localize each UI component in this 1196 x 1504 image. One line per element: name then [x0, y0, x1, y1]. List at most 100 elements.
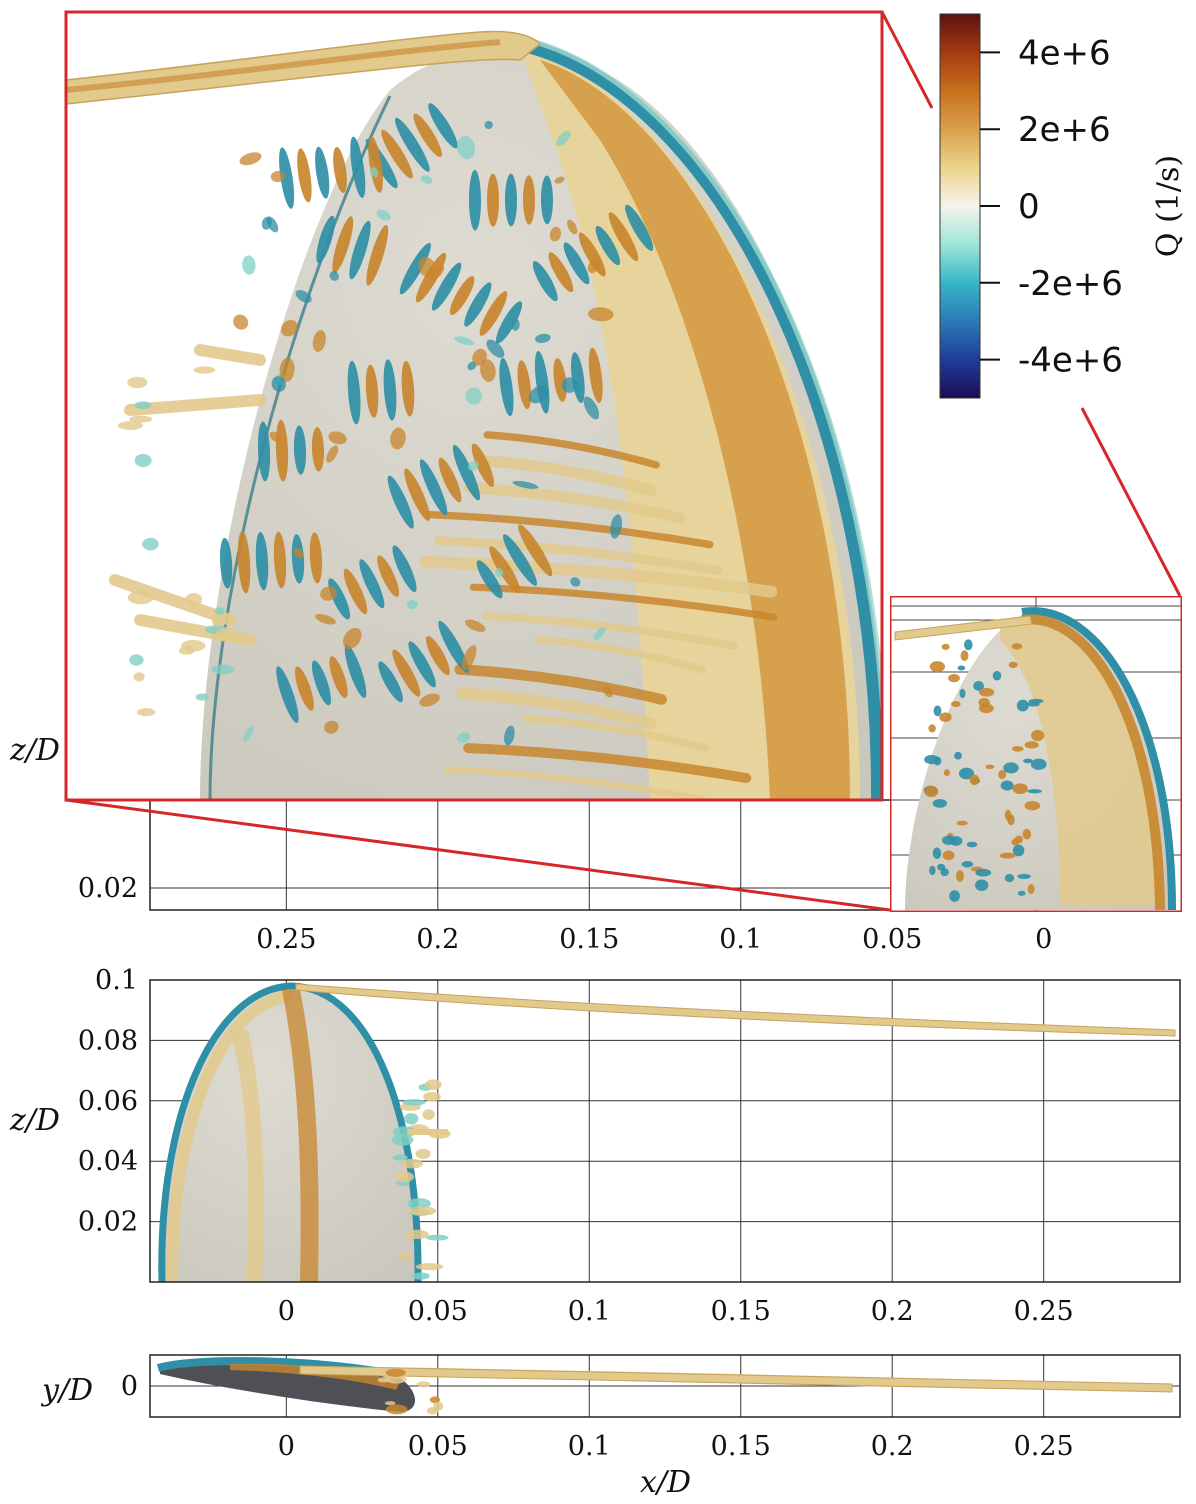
- vortex-fragment: [312, 330, 326, 352]
- blade-view-cell: [1027, 884, 1035, 894]
- vortex-fragment: [486, 339, 505, 358]
- zoom-connector-top: [880, 11, 934, 109]
- vortex-fragment: [528, 385, 549, 404]
- blade-view-cell: [1024, 800, 1041, 811]
- shed-vortex: [124, 394, 266, 416]
- blade-view-cell: [1017, 873, 1031, 879]
- y-tick-label: 0: [121, 1371, 138, 1402]
- vortex-fragment: [326, 445, 339, 463]
- blade-view-cell: [998, 769, 1007, 780]
- vortex-fragment: [430, 265, 445, 280]
- x-tick-label: 0.05: [408, 1296, 468, 1327]
- shed-fragment: [142, 537, 159, 551]
- vortex-band: [595, 225, 621, 266]
- blade-view-cell: [978, 687, 995, 697]
- trailing-structure: [415, 1263, 444, 1271]
- bottom-panel-ylabel: y/D: [40, 1373, 93, 1408]
- middle-blade-edge-inner: [165, 990, 293, 1282]
- blade-view-cell: [933, 705, 942, 717]
- vortex-fragment: [561, 377, 578, 393]
- shed-fragment: [136, 708, 156, 717]
- shed-fragment: [134, 453, 152, 468]
- vortex-fragment: [315, 613, 336, 625]
- trailing-structure: [403, 1113, 419, 1125]
- vortex-fragment: [243, 725, 254, 743]
- blade-view-cell: [1012, 783, 1028, 795]
- middle-panel-ylabel: z/D: [9, 1103, 60, 1138]
- trailing-structure: [433, 1401, 444, 1411]
- vortex-fragment: [465, 387, 483, 405]
- blade-view-cell: [1022, 828, 1032, 840]
- zoom-connector-bottom: [65, 798, 891, 912]
- vortex-band: [413, 113, 442, 157]
- blade-view-cell: [950, 701, 961, 708]
- vortex-fragment: [295, 290, 312, 303]
- wall-streak: [534, 636, 707, 674]
- vortex-fragment: [328, 431, 347, 445]
- vortex-fragment: [556, 130, 571, 147]
- trailing-structure: [424, 1079, 442, 1090]
- shed-fragment: [211, 614, 224, 627]
- trailing-structure: [422, 1109, 435, 1120]
- colorbar-tick-label: 2e+6: [1018, 110, 1111, 150]
- vortex-fragment: [587, 307, 614, 322]
- shed-fragment: [185, 592, 203, 607]
- blade-view-cell: [1004, 874, 1015, 883]
- vortex-fragment: [369, 167, 379, 178]
- vortex-band: [359, 559, 385, 609]
- vortex-band: [489, 546, 521, 593]
- vortex-fragment: [390, 427, 406, 450]
- vortex-cluster: [316, 215, 389, 286]
- x-tick-label: 0.2: [416, 924, 459, 955]
- blade-view-cell: [941, 643, 950, 650]
- vortex-fragment: [233, 314, 249, 330]
- wall-streak: [434, 536, 723, 576]
- colorbar-tick-label: 4e+6: [1018, 33, 1111, 73]
- trailing-structure: [407, 1198, 431, 1209]
- trailing-structure: [394, 1171, 414, 1183]
- blade-view-cell: [1008, 661, 1018, 669]
- vortex-fragment: [511, 318, 520, 331]
- vortex-band: [366, 224, 389, 286]
- middle-trailing-edge-structures: [391, 1079, 451, 1280]
- blade-view-cell: [929, 865, 936, 876]
- vortex-fragment: [454, 336, 475, 346]
- blade-view-cell: [961, 861, 974, 868]
- vortex-band: [273, 531, 287, 589]
- vortex-band: [486, 173, 500, 227]
- top-panel-ylabel: z/D: [9, 733, 60, 768]
- trailing-structure: [385, 1404, 408, 1415]
- top-panel: 0.25 0.2 0.15 0.1 0.05 0 0.02 z/D: [9, 733, 1181, 955]
- middle-blade-midchord-streak: [282, 990, 319, 1282]
- blade-view-cell: [924, 785, 939, 798]
- vortex-band: [378, 661, 403, 703]
- vortex-band: [332, 216, 354, 274]
- shed-fragment: [129, 415, 153, 423]
- vortex-band: [425, 636, 450, 676]
- vortex-band: [279, 147, 295, 209]
- vortex-band: [625, 204, 654, 251]
- colorbar-tick-label: -4e+6: [1018, 341, 1123, 381]
- vortex-band: [392, 545, 417, 593]
- vortex-band: [344, 644, 367, 699]
- vortex-band: [381, 129, 413, 179]
- blade-view-cell: [975, 868, 992, 877]
- top-blade-vortex-cells: [923, 639, 1047, 902]
- blade-view-cell: [1017, 890, 1026, 896]
- blade-view-cell: [1026, 701, 1040, 707]
- vortex-band: [499, 357, 514, 417]
- vortex-fragment: [329, 271, 339, 281]
- colorbar-tick-label: 0: [1018, 187, 1040, 227]
- wall-streak: [425, 510, 714, 549]
- shed-fragment: [193, 366, 216, 374]
- vortex-fragment: [461, 645, 477, 671]
- vortex-band: [383, 359, 397, 421]
- middle-blade-surface: [159, 984, 420, 1282]
- colorbar-ticks: 4e+6 2e+6 0 -2e+6 -4e+6: [980, 33, 1123, 381]
- x-tick-label: 0.1: [719, 924, 762, 955]
- middle-blade-left-streak: [230, 1030, 264, 1282]
- vortex-cluster: [378, 620, 469, 703]
- vortex-fragment: [535, 333, 551, 343]
- vortex-fragment: [602, 686, 613, 698]
